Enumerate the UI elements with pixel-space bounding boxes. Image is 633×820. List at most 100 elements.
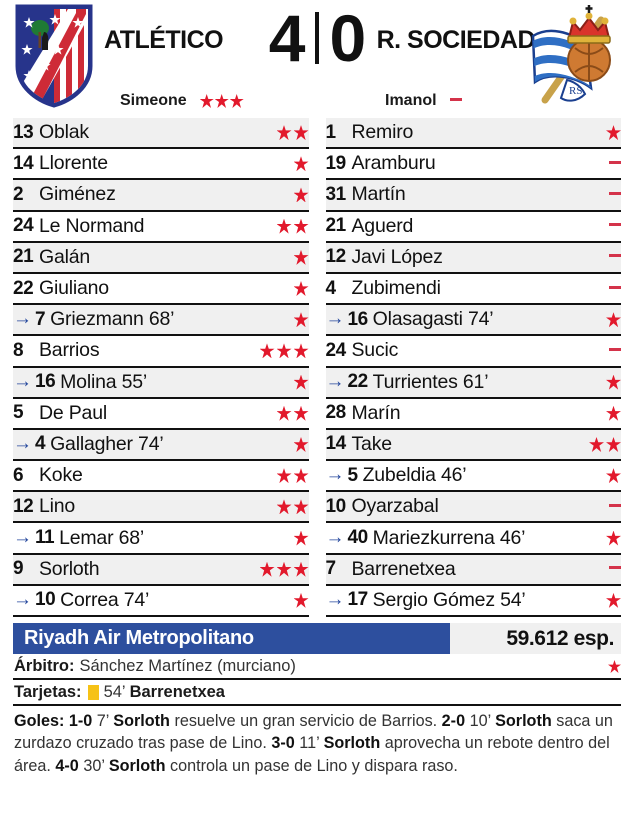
away-score: 0 xyxy=(329,1,367,75)
player-row: 13 Oblak xyxy=(13,118,309,150)
goal-description: aprovecha un rebote dentro del área. xyxy=(14,734,610,775)
player-number: 21 xyxy=(325,215,347,237)
player-number: 6 xyxy=(13,464,24,486)
home-crest-svg xyxy=(15,4,93,108)
player-row: 21 Aguerd xyxy=(325,212,621,243)
player-rating xyxy=(254,343,309,359)
substitution-arrow-icon: → xyxy=(13,370,32,392)
rating-star xyxy=(606,468,621,484)
player-number: 11 xyxy=(35,527,55,549)
cards-label: Tarjetas: xyxy=(14,683,82,701)
player-row: 7 Barrenetxea xyxy=(325,554,621,586)
player-rating xyxy=(603,566,621,572)
player-row: 1 Remiro xyxy=(325,118,621,150)
player-number: 5 xyxy=(13,402,24,424)
goal-minute: 10’ xyxy=(469,712,496,730)
home-coach-name: Simeone xyxy=(120,92,187,109)
rating-star xyxy=(276,499,292,515)
player-name: Molina 55’ xyxy=(60,370,148,393)
player-rating xyxy=(254,561,309,577)
player-row: 5 De Paul xyxy=(13,399,309,430)
player-number: 40 xyxy=(347,527,369,549)
player-number: 7 xyxy=(35,308,46,330)
player-rating xyxy=(600,312,621,328)
home-coach: Simeone xyxy=(120,92,244,110)
rating-star xyxy=(276,125,292,141)
away-player-list: 1 Remiro 19 Aramburu 31 Martín 21 Aguerd 12 Javi … xyxy=(317,118,633,617)
rating-star xyxy=(589,436,604,452)
player-row: → 16 Molina 55’ xyxy=(13,367,309,399)
rating-star xyxy=(606,436,621,452)
player-name: Take xyxy=(351,432,393,455)
player-row: → 11 Lemar 68’ xyxy=(13,523,309,555)
substitution-arrow-icon: → xyxy=(13,588,32,610)
rating-star xyxy=(293,468,309,484)
substitution-arrow-icon: → xyxy=(325,588,345,610)
player-name: Barrenetxea xyxy=(351,557,456,580)
venue-bar: Riyadh Air Metropolitano 59.612 esp. xyxy=(13,623,621,654)
player-name: Mariezkurrena 46’ xyxy=(372,526,526,549)
rating-star xyxy=(293,561,309,577)
rating-star xyxy=(229,94,244,108)
rating-star xyxy=(259,343,275,359)
player-number: 14 xyxy=(13,152,34,174)
player-row: → 4 Gallagher 74’ xyxy=(13,429,309,462)
score-separator xyxy=(314,12,319,64)
goal-description: saca un zurdazo cruzado tras pase de Lin… xyxy=(14,712,613,753)
home-team-name: ATLÉTICO xyxy=(104,26,224,54)
rating-star xyxy=(606,374,621,390)
player-name: Le Normand xyxy=(39,214,145,237)
player-row: 6 Koke xyxy=(13,461,309,493)
player-row: → 16 Olasagasti 74’ xyxy=(325,305,621,337)
goal-scorer: Sorloth xyxy=(108,756,170,775)
player-number: 14 xyxy=(325,433,347,455)
player-name: Turrientes 61’ xyxy=(372,370,489,393)
rating-star xyxy=(276,218,292,234)
player-name: Aguerd xyxy=(351,214,414,237)
player-row: 12 Javi López xyxy=(325,242,621,274)
rating-star xyxy=(606,125,621,141)
player-rating xyxy=(600,125,621,141)
away-crest-svg: RS xyxy=(531,5,611,104)
substitution-arrow-icon: → xyxy=(325,464,345,486)
goal-scoreline: 2-0 xyxy=(437,712,470,730)
away-coach-rating xyxy=(444,98,462,104)
player-name: Lemar 68’ xyxy=(59,526,145,549)
substitution-arrow-icon: → xyxy=(13,526,32,548)
player-row: 8 Barrios xyxy=(13,336,309,368)
rating-star xyxy=(293,592,309,608)
rating-star xyxy=(276,405,292,421)
player-number: 31 xyxy=(325,183,347,205)
player-row: → 40 Mariezkurrena 46’ xyxy=(325,523,621,555)
player-name: Zubeldia 46’ xyxy=(362,464,467,487)
player-number: 19 xyxy=(325,152,347,174)
player-number: 28 xyxy=(325,402,347,424)
player-number: 5 xyxy=(347,464,359,486)
player-rating xyxy=(603,191,621,198)
player-name: Oblak xyxy=(39,121,89,144)
player-row: 31 Martín xyxy=(325,180,621,212)
rating-star xyxy=(293,249,309,265)
player-name: Sorloth xyxy=(39,557,100,580)
rating-star xyxy=(214,94,229,108)
player-name: Galán xyxy=(39,245,91,268)
substitution-arrow-icon: → xyxy=(13,308,32,330)
player-row: 24 Sucic xyxy=(325,336,621,368)
player-name: Lino xyxy=(39,495,76,518)
player-rating xyxy=(603,347,621,354)
player-row: 2 Giménez xyxy=(13,180,309,212)
player-number: 4 xyxy=(325,277,337,299)
rating-dash xyxy=(609,503,621,507)
player-name: Griezmann 68’ xyxy=(50,308,175,331)
player-rating xyxy=(271,499,309,515)
goal-scorer: Sorloth xyxy=(495,712,557,730)
home-score: 4 xyxy=(268,1,306,75)
rating-star xyxy=(293,312,309,328)
match-header: ATLÉTICO 4 0 R. SOCIEDAD xyxy=(0,0,633,118)
rating-star xyxy=(276,343,292,359)
match-footer: Riyadh Air Metropolitano 59.612 esp. Árb… xyxy=(0,617,633,777)
player-rating xyxy=(271,468,309,484)
player-row: 19 Aramburu xyxy=(325,149,621,181)
player-rating xyxy=(603,223,621,229)
player-name: Koke xyxy=(39,464,83,487)
